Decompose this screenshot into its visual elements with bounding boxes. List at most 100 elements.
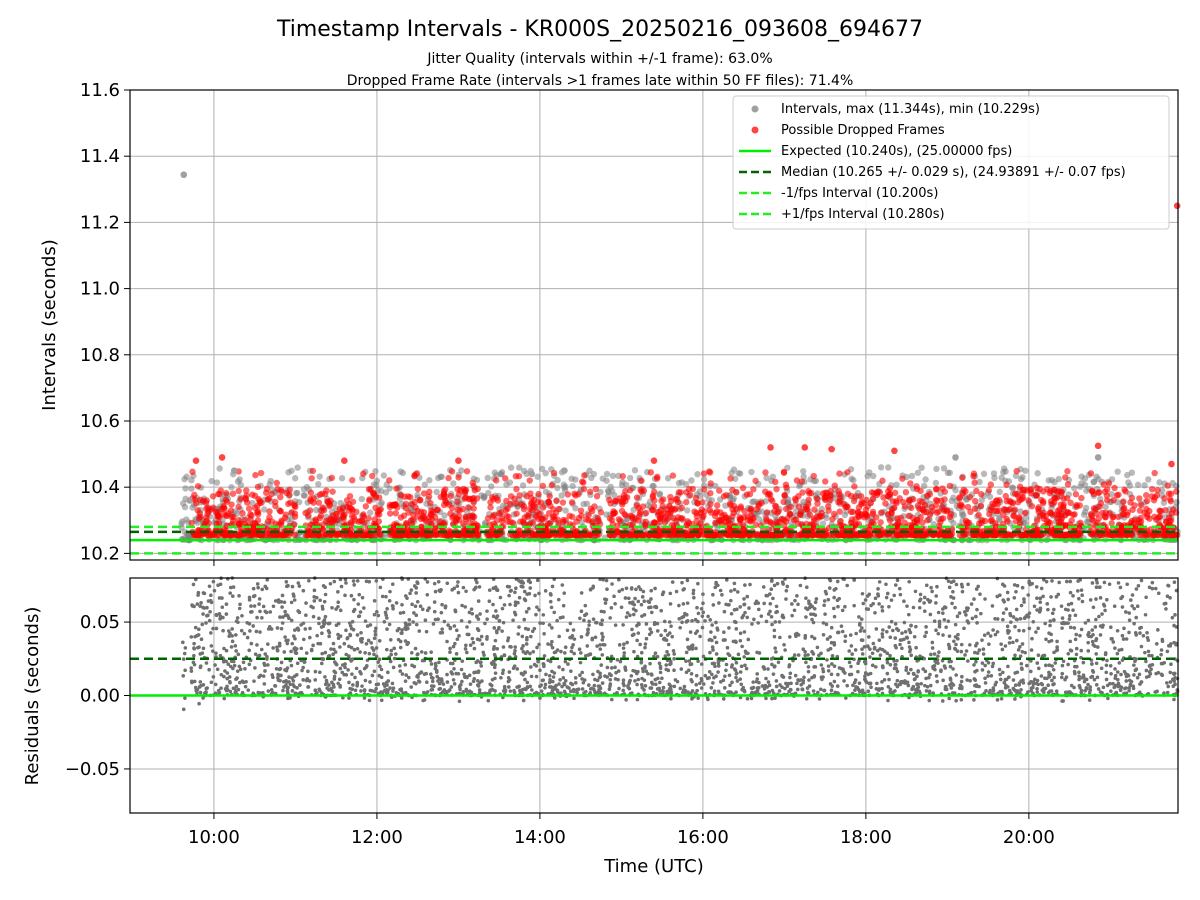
residual-point xyxy=(1000,647,1005,652)
dropped-frame-point xyxy=(1025,497,1032,504)
residual-point xyxy=(984,689,988,693)
residual-point xyxy=(1094,597,1098,601)
dropped-frame-point xyxy=(1120,498,1127,505)
interval-point xyxy=(183,516,190,523)
dropped-frame-point xyxy=(277,508,284,515)
dropped-frame-point xyxy=(566,512,573,519)
residual-point xyxy=(1129,598,1133,602)
dropped-frame-point xyxy=(964,503,972,511)
interval-point xyxy=(603,470,611,478)
dropped-frame-point xyxy=(440,501,448,509)
residual-point xyxy=(666,642,671,647)
residual-point xyxy=(873,596,878,601)
residual-point xyxy=(1051,667,1056,672)
interval-point xyxy=(458,467,465,474)
dropped-frame-point xyxy=(763,509,771,516)
residual-point xyxy=(266,689,271,693)
dropped-frame-point xyxy=(526,477,533,484)
dropped-frame-point xyxy=(419,514,426,521)
dropped-frame-point xyxy=(448,468,456,475)
residual-point xyxy=(400,602,404,607)
interval-point xyxy=(656,491,663,498)
interval-point xyxy=(519,482,527,489)
intervals-y-tick-label: 10.8 xyxy=(80,345,120,366)
dropped-frame-point xyxy=(727,475,734,482)
interval-point xyxy=(216,465,223,472)
dropped-frame-point xyxy=(683,498,690,506)
residual-point xyxy=(788,675,792,680)
residual-point xyxy=(773,696,777,700)
dropped-frame-point xyxy=(329,488,336,495)
residual-point xyxy=(323,650,328,655)
residual-point xyxy=(1014,638,1019,643)
dropped-frame-point xyxy=(545,498,552,506)
residual-point xyxy=(524,642,529,646)
dropped-frame-point xyxy=(315,499,323,506)
residual-point xyxy=(633,596,637,601)
residual-point xyxy=(343,662,347,666)
residual-point xyxy=(1108,663,1113,668)
residual-point xyxy=(368,623,373,627)
dropped-frame-point xyxy=(374,511,381,518)
dropped-frame-point xyxy=(844,469,851,476)
residual-point xyxy=(354,666,359,671)
residual-point xyxy=(700,625,705,630)
legend-median-label: Median (10.265 +/- 0.029 s), (24.93891 +… xyxy=(781,165,1126,180)
interval-point xyxy=(748,468,755,476)
residual-point xyxy=(452,666,456,671)
interval-point xyxy=(313,506,320,514)
interval-point xyxy=(870,472,877,480)
residual-point xyxy=(986,631,990,636)
dropped-frame-point xyxy=(811,517,818,524)
residual-point xyxy=(1112,604,1117,609)
dropped-frame-point xyxy=(572,492,579,499)
dropped-frame-point xyxy=(1064,481,1072,488)
residual-point xyxy=(548,591,553,596)
dropped-frame-point xyxy=(433,506,441,514)
dropped-frame-point xyxy=(1136,495,1143,502)
residual-point xyxy=(887,625,892,629)
dropped-frame-point xyxy=(818,509,825,517)
dropped-frame-point xyxy=(273,479,280,487)
dropped-frame-point xyxy=(844,490,852,498)
residual-point xyxy=(457,634,461,638)
residual-point xyxy=(1127,618,1132,623)
dropped-frame-outlier-point xyxy=(801,444,809,451)
residual-point xyxy=(887,604,891,609)
dropped-frame-point xyxy=(235,503,242,511)
dropped-frame-point xyxy=(831,482,838,489)
dropped-frame-point xyxy=(426,488,433,496)
residual-point xyxy=(649,597,653,601)
interval-point xyxy=(688,477,695,484)
residual-point xyxy=(1139,644,1144,649)
residual-point xyxy=(192,653,196,658)
dropped-frame-point xyxy=(804,506,811,513)
legend: Intervals, max (11.344s), min (10.229s) … xyxy=(732,95,1170,230)
dropped-frame-point xyxy=(580,485,588,493)
dropped-frame-point xyxy=(835,499,842,506)
residual-point xyxy=(1095,645,1100,649)
dropped-frame-point xyxy=(420,490,428,497)
residual-point xyxy=(598,643,602,647)
residual-point xyxy=(271,604,276,609)
dropped-frame-point xyxy=(825,503,832,510)
residual-point xyxy=(880,605,884,609)
interval-point xyxy=(181,475,188,483)
residual-point xyxy=(774,679,779,683)
dropped-frame-point xyxy=(554,516,561,523)
dropped-frame-point xyxy=(445,474,452,482)
dropped-frame-point xyxy=(205,505,212,512)
residual-point xyxy=(547,623,552,627)
residual-point xyxy=(323,614,328,619)
residual-point xyxy=(257,602,261,606)
interval-point xyxy=(1134,481,1142,489)
residual-point xyxy=(679,667,684,671)
residual-point xyxy=(523,677,527,682)
interval-point xyxy=(608,487,616,495)
interval-point xyxy=(301,492,308,499)
residual-point xyxy=(941,611,945,615)
residual-point xyxy=(379,667,384,672)
dropped-frame-point xyxy=(222,496,229,504)
dropped-frame-point xyxy=(1046,509,1054,516)
dropped-frame-point xyxy=(307,489,315,496)
